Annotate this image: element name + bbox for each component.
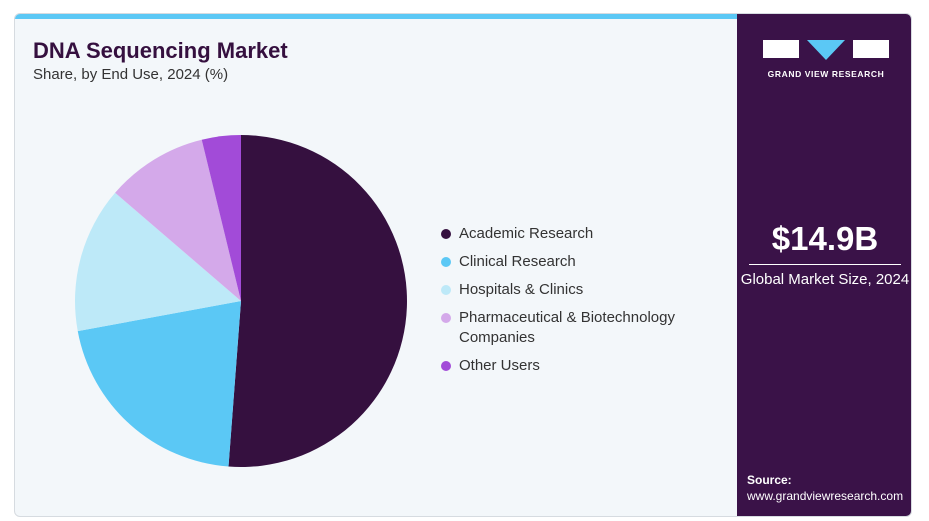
source: Source: www.grandviewresearch.com [747,472,903,504]
legend-swatch [441,313,451,323]
legend: Academic Research Clinical Research Hospit… [441,224,701,384]
legend-item: Hospitals & Clinics [441,280,701,300]
legend-item: Pharmaceutical & Biotechnology Companies [441,308,701,348]
legend-swatch [441,285,451,295]
pie-slice-academic-research [228,135,408,468]
divider [749,264,901,265]
legend-item: Academic Research [441,224,701,244]
legend-label: Hospitals & Clinics [459,281,584,298]
chart-subtitle: Share, by End Use, 2024 (%) [33,66,229,83]
chart-title: DNA Sequencing Market [33,38,288,63]
source-label: Source: [747,473,792,487]
legend-label: Other Users [459,357,540,374]
legend-item: Other Users [441,356,701,376]
pie-slice-hospitals-clinics [75,192,241,332]
legend-label: Clinical Research [459,253,576,270]
market-size-label: Global Market Size, 2024 [740,271,910,288]
chart-card: DNA Sequencing Market Share, by End Use,… [14,13,912,517]
logo-icon [763,40,889,60]
legend-label: Academic Research [459,225,594,242]
pie-slice-pharmaceutical-biotechnology-companies [115,139,241,301]
source-link[interactable]: www.grandviewresearch.com [747,489,904,503]
pie-slice-other-users [201,135,241,301]
accent-strip [15,14,737,19]
legend-swatch [441,257,451,267]
legend-swatch [441,361,451,371]
legend-item: Clinical Research [441,252,701,272]
pie-chart [75,135,408,468]
gvr-logo: GRAND VIEW RESEARCH [763,38,889,79]
legend-label: Pharmaceutical & Biotechnology Companies [459,309,675,346]
brand-name: GRAND VIEW RESEARCH [767,69,885,79]
sidebar-panel: GRAND VIEW RESEARCH $14.9B Global Market… [737,14,911,516]
market-size-value: $14.9B [771,220,879,257]
pie-slice-clinical-research [77,301,241,467]
legend-swatch [441,229,451,239]
